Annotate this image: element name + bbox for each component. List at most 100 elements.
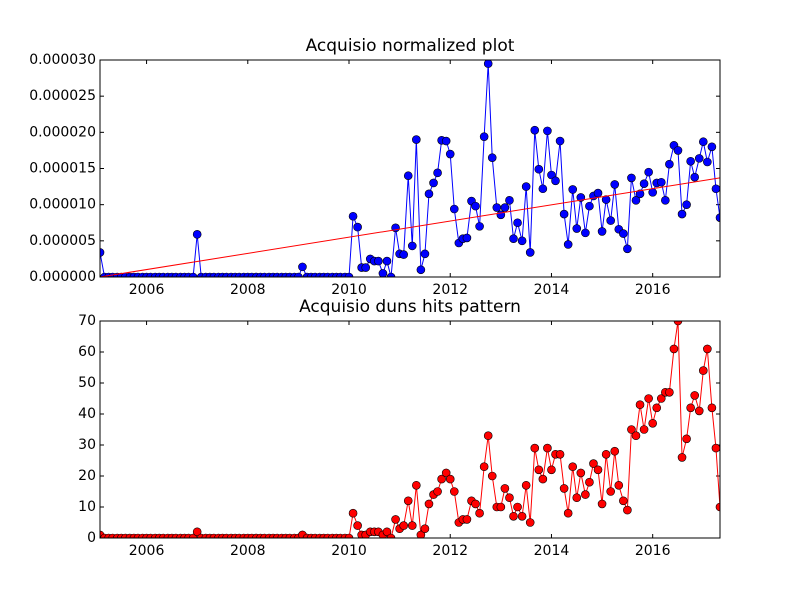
point: [623, 244, 632, 254]
point: [568, 462, 578, 472]
point: [361, 263, 371, 272]
axes: Acquisio normalized plot 0.000000 0.000005…: [29, 36, 721, 298]
point: [391, 515, 400, 524]
point: [298, 262, 307, 272]
x-tick-label: 2008: [230, 543, 266, 559]
point: [509, 511, 518, 521]
point: [530, 125, 540, 135]
point: [665, 387, 674, 397]
point: [521, 480, 531, 490]
point: [412, 135, 421, 144]
point: [449, 204, 459, 214]
point: [631, 431, 641, 441]
point: [581, 490, 590, 499]
x-tick-label: 2008: [230, 282, 266, 298]
y-tick-label: 60: [78, 344, 96, 360]
x-tick-label: 2016: [635, 543, 671, 559]
point: [677, 453, 687, 462]
point: [517, 236, 527, 246]
point: [559, 209, 569, 219]
point: [445, 474, 455, 484]
x-tick-label: 2010: [331, 543, 367, 559]
point: [698, 137, 708, 147]
axes-frame: [99, 59, 721, 278]
y-tick-label: 20: [78, 468, 96, 484]
point: [525, 248, 535, 257]
point: [192, 230, 202, 239]
point: [471, 499, 480, 509]
point: [610, 446, 620, 456]
point: [433, 487, 442, 496]
point: [538, 184, 548, 194]
point: [707, 403, 717, 413]
point: [538, 474, 548, 484]
x-tick-label: 2012: [432, 543, 468, 559]
point: [344, 533, 354, 538]
plot-area: [100, 60, 720, 277]
point: [412, 480, 421, 490]
y-tick-label: 0: [87, 530, 96, 546]
point: [441, 136, 451, 146]
point: [572, 493, 582, 503]
point: [525, 518, 535, 527]
point: [669, 344, 679, 354]
y-tick-label: 0.000015: [29, 161, 96, 177]
point: [631, 196, 641, 205]
point: [635, 400, 645, 410]
point: [100, 248, 105, 257]
point: [420, 524, 430, 534]
point: [715, 213, 720, 222]
point: [555, 136, 565, 146]
point: [492, 203, 502, 212]
point: [555, 449, 565, 459]
point: [652, 403, 662, 413]
point: [348, 211, 358, 221]
point: [534, 465, 544, 475]
y-tick-label: 50: [78, 375, 96, 391]
point: [487, 471, 497, 481]
point: [619, 496, 628, 506]
point: [407, 521, 417, 530]
x-tick-label: 2016: [635, 282, 671, 298]
x-tick-label: 2014: [534, 282, 570, 298]
point: [378, 269, 388, 277]
point: [505, 493, 514, 503]
point: [677, 209, 687, 219]
point: [551, 176, 560, 186]
point: [399, 250, 408, 259]
point: [644, 167, 653, 177]
point: [500, 484, 510, 493]
point: [429, 178, 438, 188]
point: [686, 156, 695, 166]
point: [606, 216, 615, 225]
point: [656, 394, 666, 403]
series-line: [100, 321, 720, 538]
point: [585, 201, 594, 211]
point: [711, 184, 720, 194]
point: [707, 142, 717, 152]
point: [483, 431, 493, 441]
point: [690, 172, 699, 182]
point: [424, 499, 434, 509]
point: [374, 256, 383, 266]
y-tick-label: 10: [78, 499, 96, 515]
point: [462, 515, 472, 524]
point: [593, 188, 603, 198]
x-tick-label: 2006: [129, 543, 165, 559]
point: [382, 256, 392, 266]
point: [479, 132, 489, 141]
point: [513, 218, 522, 228]
point: [639, 179, 649, 188]
point: [543, 126, 552, 136]
point: [694, 154, 704, 163]
point: [534, 164, 544, 174]
y-tick-label: 30: [78, 437, 96, 453]
y-tick-label: 0.000000: [29, 269, 96, 285]
point: [597, 499, 607, 509]
point: [614, 480, 624, 490]
point: [441, 468, 451, 478]
point: [399, 521, 408, 530]
point: [475, 222, 484, 231]
